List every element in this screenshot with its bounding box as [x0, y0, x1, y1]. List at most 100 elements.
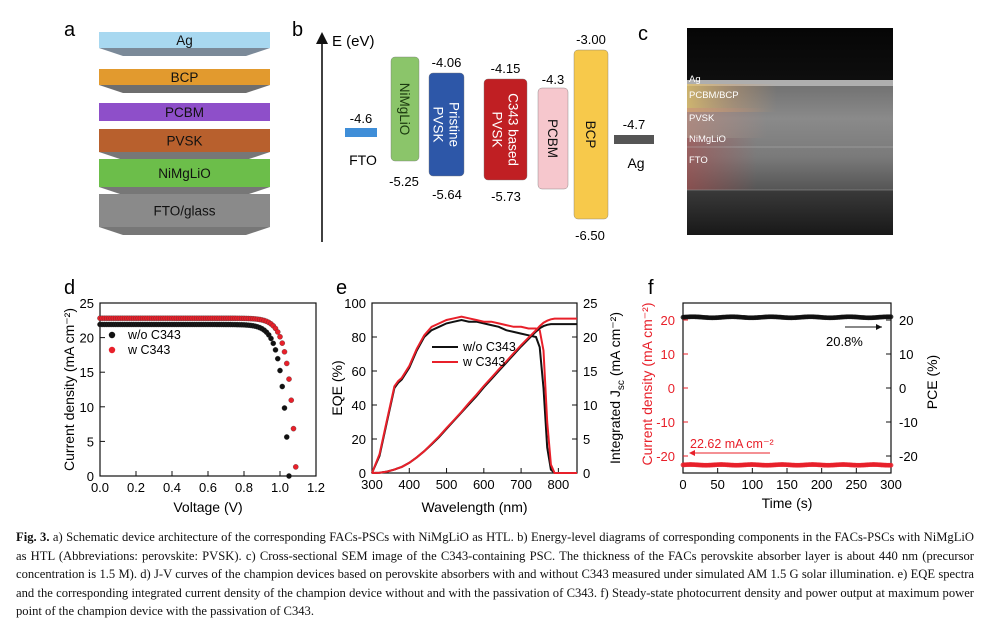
layer-bevel	[99, 48, 270, 56]
box-label-line: Pristine	[447, 102, 462, 147]
jv-point-with-c343	[274, 329, 281, 335]
y2-tick-label: 10	[583, 398, 597, 413]
panel-b-letter: b	[292, 19, 303, 41]
box-label-line: PVSK	[490, 111, 505, 147]
ag-level-value: -4.7	[623, 117, 645, 132]
ag-level-bar	[614, 135, 654, 144]
series-line-w-c343-eqe	[371, 315, 577, 474]
box-label-line: PVSK	[431, 106, 446, 142]
box-label-nimglio: NiMgLiO	[397, 83, 412, 136]
legend-label: w C343	[127, 343, 170, 357]
jv-point-with-c343	[281, 349, 288, 355]
x-tick-label: 300	[361, 477, 383, 492]
layer-bevel	[99, 187, 270, 195]
layer-bevel	[99, 152, 270, 160]
fto-label: FTO	[349, 152, 377, 168]
jv-point-without-c343	[279, 383, 285, 390]
box-c343-based-pvsk	[483, 78, 528, 181]
x-tick-label: 50	[710, 477, 724, 492]
jv-point-without-c343	[286, 473, 292, 479]
panel-b: b E (eV) -4.6 FTO -4.7 Ag NiMgLiO -5.25 Pristi…	[292, 19, 654, 243]
layer-label: BCP	[171, 70, 199, 85]
sem-label: FTO	[689, 155, 708, 166]
fto-level-bar	[345, 128, 377, 137]
pce-point	[888, 314, 894, 320]
y2-axis-label-part: sc	[616, 380, 627, 390]
y-tick-label: 25	[80, 296, 94, 311]
x-tick-label: 200	[811, 477, 833, 492]
box-label-line: NiMgLiO	[397, 83, 412, 136]
y2-tick-label: 25	[583, 296, 597, 311]
jv-point-with-c343	[279, 340, 285, 346]
box-bottom-level: -6.50	[575, 228, 605, 243]
y-tick-label: 40	[352, 398, 366, 413]
y-axis-label: EQE (%)	[329, 360, 345, 415]
panel-f: f 0 50 100 150 200 250 300 -20 -10 0 10 20 -20 -10 0 10…	[639, 277, 940, 511]
legend-marker	[108, 346, 116, 354]
box-nimglio	[390, 56, 420, 162]
sem-layer-labels: Ag PCBM/BCP PVSK NiMgLiO FTO	[689, 74, 739, 166]
panel-e-letter: e	[336, 277, 347, 299]
pce-annotation: 20.8%	[826, 334, 863, 349]
energy-axis-arrow-icon	[316, 32, 328, 44]
layer-ftoglass	[99, 194, 270, 227]
box-bottom-level: -5.73	[491, 189, 521, 204]
x-axis-label: Wavelength (nm)	[421, 499, 527, 515]
box-pristine-pvsk	[428, 72, 465, 177]
jv-point-without-c343	[283, 434, 290, 440]
y2-tick-label: 0	[899, 381, 906, 396]
panel-d-letter: d	[64, 277, 75, 299]
x-axis-label: Voltage (V)	[173, 499, 242, 515]
legend-label: w C343	[462, 355, 505, 369]
y-tick-label: 15	[80, 365, 94, 380]
sem-label: PVSK	[689, 113, 715, 124]
x-tick-label: 300	[880, 477, 902, 492]
jsc-annotation: 22.62 mA cm⁻²	[690, 437, 774, 451]
y2-axis-label: PCE (%)	[924, 355, 940, 409]
x-tick-label: 700	[510, 477, 532, 492]
layer-label: Ag	[176, 33, 193, 48]
box-label-bcp: BCP	[583, 121, 598, 149]
y-tick-label: 60	[352, 364, 366, 379]
chart-f-steady-state: 0 50 100 150 200 250 300 -20 -10 0 10 20 -20 -10 0 10 20…	[639, 302, 940, 511]
panel-a: a Ag BCP PCBM PVSK NiMgLiO FTO/glass	[64, 19, 270, 235]
x-tick-label: 250	[845, 477, 867, 492]
y-tick-label: 10	[80, 400, 94, 415]
jv-point-with-c343	[288, 397, 294, 403]
box-label-c343-based-pvsk: C343 basedPVSK	[490, 93, 521, 166]
pce-arrow-head-icon	[876, 324, 882, 330]
y-tick-label: 10	[661, 347, 675, 362]
box-bottom-level: -5.64	[432, 187, 462, 202]
y-tick-label: 20	[80, 331, 94, 346]
x-tick-label: 0	[679, 477, 686, 492]
box-top-level: -4.06	[432, 55, 462, 70]
chart-e-eqe: 300 400 500 600 700 800 0 20 40 60 80 100 0 5 10 15 20 25…	[329, 296, 627, 515]
x-tick-label: 400	[398, 477, 420, 492]
panel-c: c Ag PCBM/BCP PVSK NiMgLiO FTO	[638, 23, 893, 235]
y2-tick-label: -20	[899, 449, 918, 464]
y2-tick-label: 20	[899, 313, 913, 328]
y2-tick-label: 5	[583, 432, 590, 447]
y-tick-label: 20	[661, 313, 675, 328]
x-tick-label: 500	[436, 477, 458, 492]
x-tick-label: 0.8	[235, 480, 253, 495]
caption-lead: Fig. 3.	[16, 530, 50, 544]
jv-point-without-c343	[281, 405, 288, 411]
chart-d-jv: 0.0 0.2 0.4 0.6 0.8 1.0 1.2 0 5 10 15 20 25 Voltage (…	[61, 296, 325, 515]
plot-frame	[371, 302, 578, 474]
jv-point-with-c343	[283, 360, 290, 367]
box-bcp	[573, 49, 609, 220]
layer-pcbm	[99, 103, 270, 121]
box-top-level: -4.3	[542, 72, 564, 87]
y-axis-label: Current density (mA cm⁻²)	[61, 308, 77, 471]
box-label-line: BCP	[583, 121, 598, 149]
caption-text: a) Schematic device architecture of the …	[16, 530, 974, 619]
box-top-level: -3.00	[576, 32, 606, 47]
jv-point-with-c343	[286, 376, 292, 382]
box-label-pcbm: PCBM	[545, 119, 560, 158]
y-tick-label: 0	[668, 381, 675, 396]
layer-bevel	[99, 227, 270, 235]
panel-e: e 300 400 500 600 700 800 0 20 40 60 80 100 0 5 10 15 20…	[329, 277, 627, 515]
layer-label: PVSK	[166, 134, 202, 149]
